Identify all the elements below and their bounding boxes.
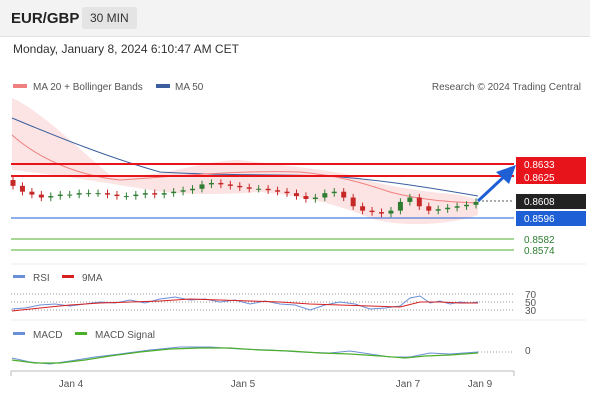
candle-body: [275, 190, 281, 192]
x-tick-label-0: Jan 4: [59, 379, 84, 390]
candle-body: [416, 197, 422, 207]
candle-body: [256, 188, 262, 190]
candle-body: [227, 184, 233, 186]
level-tag-bg-1: [516, 170, 586, 184]
candle-body: [171, 191, 177, 194]
candle-body: [322, 193, 328, 198]
level-tag-0: 0.8633: [524, 160, 555, 171]
x-tick-label-3: Jan 9: [468, 379, 493, 390]
candle-body: [208, 182, 214, 185]
rsi-ma9-line: [11, 298, 478, 312]
candle-body: [199, 184, 205, 189]
candle-body: [57, 194, 63, 197]
candle-body: [454, 206, 460, 208]
level-tag-bg-0: [516, 157, 586, 171]
rsi-legend-swatch: [13, 275, 25, 278]
candle-body: [312, 197, 318, 199]
rsi-legend-label: RSI: [33, 273, 50, 284]
copyright-credit: Research © 2024 Trading Central: [432, 82, 581, 93]
candle-body: [180, 190, 186, 192]
chart-datetime: Monday, January 8, 2024 6:10:47 AM CET: [13, 42, 239, 56]
rsi-label-30: 30: [525, 306, 537, 317]
candle-body: [67, 194, 73, 196]
level-tag-4: 0.8582: [524, 235, 555, 246]
candle-body: [237, 185, 243, 188]
candle-body: [426, 206, 432, 211]
ma20-legend-label: MA 20 + Bollinger Bands: [33, 82, 143, 93]
candle-body: [464, 204, 470, 207]
candle-body: [293, 193, 299, 197]
macd-legend-swatch: [13, 332, 25, 335]
candle-body: [29, 191, 35, 195]
candle-body: [76, 193, 82, 195]
candle-body: [407, 197, 413, 202]
candle-body: [48, 196, 54, 198]
candle-body: [190, 188, 196, 191]
candle-body: [388, 210, 394, 214]
candle-body: [435, 209, 441, 211]
macd-signal-legend-label: MACD Signal: [95, 330, 155, 341]
candle-body: [265, 188, 271, 191]
candle-body: [133, 194, 139, 197]
ma50-legend-label: MA 50: [175, 82, 204, 93]
level-tag-bg-3: [516, 211, 586, 226]
ma50-line: [11, 117, 479, 197]
x-tick-label-1: Jan 5: [231, 379, 256, 390]
level-tag-2: 0.8608: [524, 197, 555, 208]
candle-body: [473, 201, 479, 205]
candle-body: [218, 182, 224, 185]
forecast-arrow-head: [496, 165, 516, 184]
candlestick-series: [10, 176, 479, 218]
ma50-legend-swatch: [156, 84, 170, 88]
candle-body: [95, 193, 101, 195]
candle-body: [142, 193, 148, 195]
ma20-legend-swatch: [13, 84, 27, 88]
chart-header: EUR/GBP 30 MIN: [0, 0, 590, 37]
x-tick-label-2: Jan 7: [396, 379, 421, 390]
macd-zero-label: 0: [525, 346, 531, 357]
candle-body: [38, 194, 44, 198]
level-tag-5: 0.8574: [524, 246, 555, 257]
level-tag-bg-2: [516, 194, 586, 209]
candle-body: [114, 194, 120, 197]
candle-body: [86, 193, 92, 195]
candle-body: [445, 207, 451, 210]
bollinger-band-cloud: [12, 98, 478, 225]
level-tag-1: 0.8625: [524, 173, 555, 184]
rsi-label-70: 70: [525, 290, 537, 301]
candle-body: [369, 210, 375, 213]
candle-body: [331, 191, 337, 194]
macd-signal-line: [11, 347, 479, 364]
candle-body: [350, 197, 356, 207]
candle-body: [379, 212, 385, 214]
candle-body: [152, 193, 158, 195]
currency-pair: EUR/GBP: [11, 10, 80, 27]
rsi-label-50: 50: [525, 298, 537, 309]
candle-body: [303, 196, 309, 199]
candle-body: [10, 180, 16, 186]
ma9-legend-label: 9MA: [82, 273, 103, 284]
candle-body: [246, 187, 252, 189]
candle-body: [284, 191, 290, 194]
rsi-line: [11, 295, 479, 311]
candle-body: [360, 206, 366, 211]
candle-body: [19, 185, 25, 192]
candle-body: [341, 191, 347, 198]
ma9-legend-swatch: [62, 275, 74, 278]
timeframe-button[interactable]: 30 MIN: [82, 7, 137, 29]
macd-legend-label: MACD: [33, 330, 62, 341]
candle-body: [161, 193, 167, 195]
candle-body: [397, 201, 403, 211]
level-tag-3: 0.8596: [524, 214, 555, 225]
macd-signal-legend-swatch: [75, 332, 87, 335]
candle-body: [123, 196, 129, 198]
candle-body: [104, 193, 110, 195]
